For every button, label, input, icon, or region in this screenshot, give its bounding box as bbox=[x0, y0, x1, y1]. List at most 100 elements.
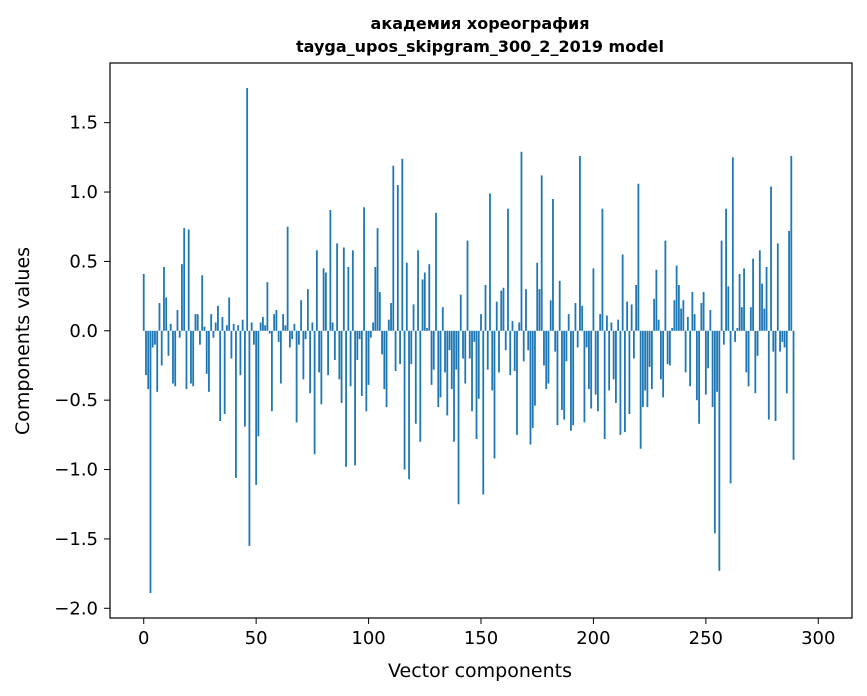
x-tick-label: 100 bbox=[351, 628, 385, 649]
bar-58 bbox=[273, 314, 276, 331]
bar-31 bbox=[212, 330, 215, 338]
bar-221 bbox=[639, 330, 642, 449]
bar-224 bbox=[646, 330, 649, 408]
bar-75 bbox=[311, 322, 314, 331]
bar-105 bbox=[378, 291, 381, 331]
bar-251 bbox=[707, 330, 709, 369]
bar-246 bbox=[695, 330, 698, 401]
bar-170 bbox=[525, 289, 527, 331]
bar-26 bbox=[201, 275, 204, 331]
bar-28 bbox=[205, 330, 208, 374]
bar-257 bbox=[720, 240, 723, 331]
bar-137 bbox=[450, 330, 453, 390]
bar-51 bbox=[257, 330, 260, 437]
bar-6 bbox=[156, 330, 159, 392]
bar-237 bbox=[675, 265, 678, 331]
bar-89 bbox=[342, 247, 345, 331]
bar-78 bbox=[318, 330, 321, 373]
bar-152 bbox=[484, 285, 487, 331]
x-tick-label: 50 bbox=[245, 628, 268, 649]
bar-166 bbox=[516, 330, 518, 435]
bar-284 bbox=[781, 330, 784, 342]
bar-53 bbox=[262, 316, 264, 331]
bar-115 bbox=[401, 158, 404, 331]
bar-283 bbox=[779, 330, 781, 352]
bar-263 bbox=[734, 330, 736, 342]
bar-189 bbox=[567, 314, 570, 331]
bar-74 bbox=[309, 330, 312, 394]
bar-241 bbox=[684, 330, 687, 373]
bar-144 bbox=[466, 240, 469, 331]
bar-188 bbox=[565, 330, 568, 362]
bar-25 bbox=[199, 330, 201, 345]
bar-255 bbox=[716, 330, 718, 392]
bar-11 bbox=[167, 330, 170, 356]
bar-5 bbox=[154, 330, 156, 345]
bar-77 bbox=[315, 250, 318, 331]
bar-195 bbox=[581, 305, 584, 331]
bar-191 bbox=[572, 330, 575, 426]
bar-234 bbox=[668, 330, 671, 366]
bar-217 bbox=[630, 304, 633, 331]
bar-123 bbox=[419, 330, 422, 442]
bar-76 bbox=[313, 330, 316, 455]
bar-289 bbox=[792, 330, 795, 460]
bar-153 bbox=[486, 330, 489, 370]
bar-34 bbox=[219, 330, 222, 421]
bar-287 bbox=[788, 230, 790, 331]
bar-265 bbox=[738, 273, 741, 331]
bar-87 bbox=[338, 330, 341, 380]
bar-174 bbox=[534, 330, 536, 406]
bar-190 bbox=[570, 330, 572, 431]
bar-44 bbox=[241, 319, 244, 331]
bar-10 bbox=[165, 297, 168, 331]
bar-154 bbox=[489, 193, 491, 331]
bar-99 bbox=[365, 330, 368, 412]
y-tick-label: 0.0 bbox=[69, 321, 98, 342]
bar-183 bbox=[554, 330, 557, 352]
bar-57 bbox=[270, 330, 273, 412]
bar-112 bbox=[394, 330, 397, 372]
bar-140 bbox=[457, 330, 460, 505]
bar-139 bbox=[455, 330, 458, 370]
bar-101 bbox=[369, 330, 372, 338]
bar-149 bbox=[477, 330, 480, 399]
bar-271 bbox=[752, 258, 754, 331]
bar-264 bbox=[736, 328, 739, 331]
bar-24 bbox=[196, 314, 199, 331]
bar-249 bbox=[702, 291, 705, 331]
bar-146 bbox=[471, 330, 473, 412]
bar-56 bbox=[268, 330, 271, 334]
bar-128 bbox=[430, 330, 433, 385]
bar-30 bbox=[210, 314, 213, 331]
bar-155 bbox=[491, 330, 494, 391]
bar-92 bbox=[349, 330, 352, 387]
bar-46 bbox=[246, 87, 249, 331]
bar-55 bbox=[266, 282, 269, 331]
bar-65 bbox=[288, 330, 291, 348]
bar-168 bbox=[520, 151, 523, 331]
bar-83 bbox=[329, 210, 332, 331]
bar-79 bbox=[320, 330, 323, 405]
bar-281 bbox=[774, 330, 777, 421]
bar-32 bbox=[214, 322, 217, 331]
bar-151 bbox=[482, 330, 485, 495]
bar-2 bbox=[147, 330, 150, 390]
bar-109 bbox=[387, 319, 390, 331]
bar-269 bbox=[747, 330, 750, 387]
bar-52 bbox=[259, 322, 262, 331]
bar-158 bbox=[498, 330, 500, 373]
y-tick-label: 0.5 bbox=[69, 251, 98, 272]
bar-280 bbox=[772, 330, 775, 352]
bar-129 bbox=[432, 330, 435, 370]
bar-14 bbox=[174, 330, 177, 387]
bar-272 bbox=[754, 330, 757, 394]
bar-179 bbox=[545, 330, 548, 390]
bar-9 bbox=[163, 266, 165, 331]
bar-230 bbox=[659, 330, 662, 380]
y-tick-label: −0.5 bbox=[54, 390, 98, 411]
bar-215 bbox=[626, 301, 629, 331]
bar-40 bbox=[232, 323, 235, 331]
bar-131 bbox=[437, 330, 440, 408]
bar-122 bbox=[417, 250, 419, 331]
